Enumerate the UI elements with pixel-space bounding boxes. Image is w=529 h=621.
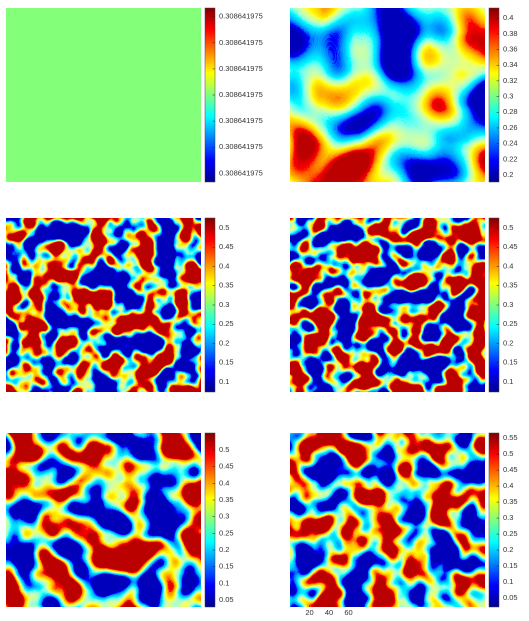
colorbar-tick-label: 0.4 [503,481,513,490]
colorbar-tick-label: 0.1 [219,578,229,587]
colorbar-tick-label: 0.4 [503,261,513,270]
heatmap [290,218,485,392]
colorbar-tick-label: 0.5 [503,449,513,458]
colorbar-tick-label: 0.15 [219,562,234,571]
colorbar-tick-label: 0.25 [219,319,234,328]
colorbar-tick-label: 0.1 [503,377,513,386]
colorbar-tick-label: 0.3 [219,512,229,521]
colorbar [488,432,500,608]
colorbar-tick-label: 0.4 [219,478,229,487]
colorbar-tick-label: 0.2 [503,338,513,347]
colorbar-tick-label: 0.05 [503,593,518,602]
colorbar-tick-label: 0.308641975 [219,116,263,125]
heatmap [6,218,201,392]
colorbar-tick-label: 0.26 [503,123,518,132]
colorbar-tick-label: 0.45 [219,462,234,471]
x-tick-label: 20 [305,608,313,617]
colorbar-tick-label: 0.1 [219,377,229,386]
x-tick-label: 60 [344,608,352,617]
colorbar-tick-label: 0.1 [503,577,513,586]
colorbar-tick-label: 0.45 [503,465,518,474]
colorbar-tick-label: 0.35 [503,281,518,290]
colorbar [488,7,500,183]
colorbar-tick-label: 0.5 [219,223,229,232]
colorbar-tick-label: 0.55 [503,433,518,442]
colorbar-tick-label: 0.3 [503,300,513,309]
colorbar-tick-label: 0.22 [503,154,518,163]
colorbar-tick-label: 0.25 [219,528,234,537]
colorbar-tick-label: 0.3 [503,513,513,522]
colorbar-tick-label: 0.308641975 [219,90,263,99]
colorbar-tick-label: 0.15 [219,358,234,367]
colorbar-tick-label: 0.38 [503,29,518,38]
heatmap [6,8,201,182]
colorbar-tick-label: 0.308641975 [219,38,263,47]
colorbar-tick-label: 0.36 [503,45,518,54]
colorbar-tick-label: 0.5 [219,445,229,454]
colorbar-tick-label: 0.308641975 [219,64,263,73]
colorbar-tick-label: 0.308641975 [219,168,263,177]
colorbar-tick-label: 0.5 [503,223,513,232]
colorbar-tick-label: 0.4 [503,13,513,22]
colorbar-tick-label: 0.15 [503,561,518,570]
colorbar-tick-label: 0.308641975 [219,142,263,151]
colorbar-tick-label: 0.35 [503,497,518,506]
colorbar-tick-label: 0.2 [503,170,513,179]
colorbar-tick-label: 0.28 [503,107,518,116]
heatmap [6,433,201,607]
colorbar [204,432,216,608]
colorbar-tick-label: 0.35 [219,495,234,504]
colorbar-tick-label: 0.2 [219,545,229,554]
colorbar-tick-label: 0.35 [219,281,234,290]
heatmap [290,8,485,182]
colorbar-tick-label: 0.32 [503,76,518,85]
colorbar-tick-label: 0.15 [503,358,518,367]
colorbar-tick-label: 0.2 [219,338,229,347]
x-tick-label: 40 [325,608,333,617]
colorbar-tick-label: 0.3 [503,92,513,101]
colorbar-tick-label: 0.2 [503,545,513,554]
heatmap [290,433,485,607]
colorbar-tick-label: 0.25 [503,319,518,328]
colorbar-tick-label: 0.3 [219,300,229,309]
colorbar-tick-label: 0.05 [219,595,234,604]
colorbar-tick-label: 0.308641975 [219,12,263,21]
colorbar-tick-label: 0.45 [503,242,518,251]
colorbar-tick-label: 0.24 [503,139,518,148]
colorbar-tick-label: 0.4 [219,261,229,270]
colorbar-tick-label: 0.25 [503,529,518,538]
colorbar-tick-label: 0.45 [219,242,234,251]
colorbar-tick-label: 0.34 [503,60,518,69]
